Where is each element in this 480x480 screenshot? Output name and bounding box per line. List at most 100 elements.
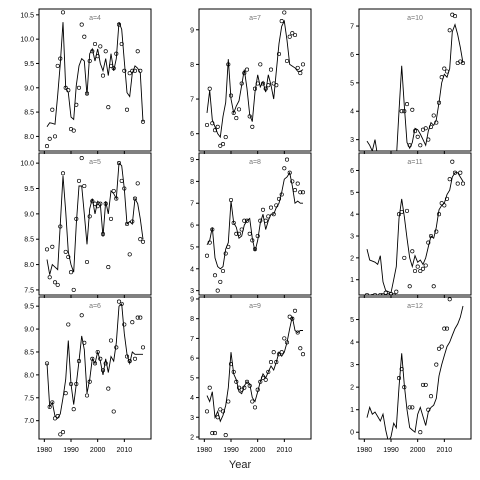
data-point xyxy=(255,387,260,392)
data-point xyxy=(282,166,287,171)
data-point xyxy=(428,394,434,399)
data-point xyxy=(418,430,423,435)
panel-title: a=12 xyxy=(407,303,423,310)
data-point xyxy=(412,129,418,134)
data-point xyxy=(76,178,82,183)
data-point xyxy=(84,393,90,398)
data-point xyxy=(58,56,63,61)
panel-a-9: a=9 2 3 4 5 6 7 8 9 1980 1990 2000 2010 xyxy=(190,296,312,454)
data-point xyxy=(122,322,127,327)
y-tick-label: 9.5 xyxy=(24,61,34,68)
data-point xyxy=(402,109,407,114)
data-point xyxy=(268,360,274,365)
data-point xyxy=(44,144,50,149)
panel-title: a=11 xyxy=(407,159,422,166)
data-point xyxy=(439,344,444,349)
data-point xyxy=(381,164,384,167)
y-tick-label: 6 xyxy=(350,168,354,175)
data-point xyxy=(276,196,282,201)
data-point xyxy=(404,102,410,107)
y-tick-label: 0 xyxy=(350,430,354,437)
data-point xyxy=(260,207,266,212)
data-point xyxy=(47,275,52,280)
data-point xyxy=(74,102,79,107)
data-point xyxy=(389,161,392,164)
plot-area xyxy=(44,10,146,149)
data-point xyxy=(100,232,106,237)
data-point xyxy=(412,268,418,274)
data-point xyxy=(234,379,239,384)
data-point xyxy=(426,137,431,142)
panel-frame xyxy=(38,296,152,440)
data-point xyxy=(127,71,132,76)
data-point xyxy=(52,280,58,285)
data-point xyxy=(456,444,459,447)
data-point xyxy=(98,356,103,361)
data-point xyxy=(444,326,450,331)
y-tick-label: 5 xyxy=(350,190,354,197)
panel-title: a=8 xyxy=(249,159,261,166)
data-point xyxy=(58,224,63,229)
data-point xyxy=(266,369,271,374)
data-point xyxy=(250,238,255,243)
data-point xyxy=(407,405,412,410)
data-point xyxy=(436,212,442,217)
data-point xyxy=(399,109,404,114)
data-point xyxy=(103,49,108,54)
data-point xyxy=(450,159,455,164)
data-point xyxy=(298,346,303,351)
data-point xyxy=(244,67,250,72)
data-point xyxy=(204,253,210,258)
y-tick-label: 8.5 xyxy=(24,237,34,244)
data-point xyxy=(444,196,450,201)
data-point xyxy=(231,369,236,374)
y-tick-label: 9.0 xyxy=(24,85,34,92)
data-point xyxy=(210,121,215,126)
data-point xyxy=(95,349,100,355)
data-point xyxy=(138,237,143,242)
data-point xyxy=(68,381,74,387)
data-point xyxy=(399,367,404,372)
data-point xyxy=(436,100,442,105)
data-point xyxy=(439,75,444,80)
data-point xyxy=(47,136,52,141)
panel-title: a=9 xyxy=(249,303,261,310)
data-point xyxy=(111,66,116,71)
panel-a-5: a=5 7.5 8.0 8.5 9.0 9.5 10.0 xyxy=(20,152,152,298)
panel-title: a=10 xyxy=(407,15,423,22)
data-point xyxy=(461,444,464,447)
data-point xyxy=(368,161,371,164)
data-point xyxy=(420,266,426,271)
x-tick-label: 2010 xyxy=(117,447,133,454)
series-line xyxy=(206,171,303,270)
panel-frame xyxy=(38,8,152,152)
data-point xyxy=(399,209,404,215)
data-point xyxy=(52,134,58,139)
data-point xyxy=(50,244,55,249)
panel-frame xyxy=(198,296,312,440)
data-point xyxy=(373,164,376,167)
data-point xyxy=(50,107,55,112)
data-point xyxy=(392,164,395,167)
data-point xyxy=(58,432,63,437)
data-point xyxy=(276,51,282,57)
y-tick-label: 4 xyxy=(190,266,194,273)
series-line xyxy=(46,302,143,420)
y-tick-label: 4 xyxy=(190,395,194,402)
y-tick-label: 7.0 xyxy=(24,418,34,425)
data-point xyxy=(447,177,452,182)
data-point xyxy=(426,240,431,245)
panel-a-10: a=10 3 4 5 6 7 xyxy=(350,8,472,167)
data-point xyxy=(300,190,306,195)
data-point xyxy=(79,22,84,27)
data-point xyxy=(98,201,103,206)
panel-frame xyxy=(198,152,312,296)
y-tick-label: 9.0 xyxy=(24,211,34,218)
data-point xyxy=(124,221,130,227)
data-point xyxy=(108,216,114,221)
data-point xyxy=(255,81,260,86)
y-tick-label: 9 xyxy=(190,296,194,303)
data-point xyxy=(95,54,100,59)
data-point xyxy=(258,218,263,223)
data-point xyxy=(379,444,382,447)
